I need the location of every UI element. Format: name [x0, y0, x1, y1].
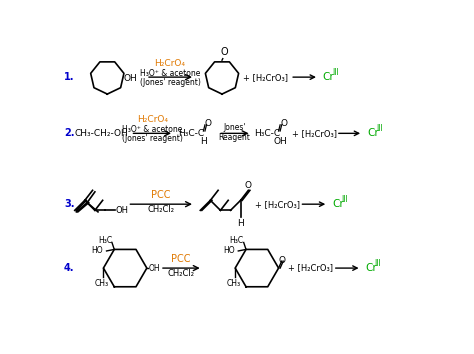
Text: HO: HO: [223, 246, 235, 256]
Text: Cr: Cr: [323, 72, 335, 82]
Text: Reagent: Reagent: [219, 133, 250, 142]
Text: 1.: 1.: [64, 72, 74, 82]
Text: H₂CrO₄: H₂CrO₄: [137, 115, 168, 124]
Text: Jones': Jones': [223, 123, 246, 132]
Text: H: H: [237, 219, 244, 228]
Text: + [H₂CrO₃]: + [H₂CrO₃]: [288, 264, 333, 273]
Text: O: O: [280, 119, 287, 128]
Text: + [H₂CrO₃]: + [H₂CrO₃]: [243, 73, 288, 82]
Text: 3.: 3.: [64, 199, 74, 209]
Text: OH: OH: [148, 264, 160, 273]
Text: O: O: [220, 47, 228, 57]
Text: H₃C: H₃C: [98, 236, 112, 245]
Text: CH₂Cl₂: CH₂Cl₂: [167, 269, 194, 278]
Text: HO: HO: [91, 246, 103, 256]
Text: OH: OH: [124, 74, 137, 83]
Text: + [H₂CrO₃]: + [H₂CrO₃]: [255, 200, 300, 209]
Text: Cr: Cr: [332, 199, 344, 209]
Text: PCC: PCC: [171, 254, 191, 264]
Text: H₃O⁺ & acetone: H₃O⁺ & acetone: [122, 125, 182, 134]
Text: (Jones' reagent): (Jones' reagent): [122, 134, 182, 143]
Text: O: O: [205, 119, 212, 128]
Text: H₃C-C: H₃C-C: [255, 129, 281, 138]
Text: Cr: Cr: [367, 129, 379, 138]
Text: H: H: [200, 137, 207, 146]
Text: III: III: [376, 124, 383, 133]
Text: O: O: [245, 181, 252, 189]
Text: III: III: [341, 195, 348, 204]
Text: H₃C-C: H₃C-C: [178, 129, 204, 138]
Text: CH₃-CH₂-OH: CH₃-CH₂-OH: [75, 129, 128, 138]
Text: 2.: 2.: [64, 129, 74, 138]
Text: OH: OH: [116, 206, 129, 215]
Text: H₂CrO₄: H₂CrO₄: [155, 59, 186, 68]
Text: III: III: [332, 68, 339, 77]
Text: O: O: [279, 256, 286, 265]
Text: CH₃: CH₃: [227, 279, 241, 288]
Text: PCC: PCC: [151, 190, 171, 200]
Text: Cr: Cr: [365, 263, 377, 273]
Text: (Jones' reagent): (Jones' reagent): [140, 78, 201, 87]
Text: + [H₂CrO₃]: + [H₂CrO₃]: [292, 129, 337, 138]
Text: 4.: 4.: [64, 263, 74, 273]
Text: H₃O⁺ & acetone: H₃O⁺ & acetone: [140, 69, 200, 78]
Text: III: III: [374, 259, 382, 268]
Text: OH: OH: [273, 137, 287, 146]
Text: CH₃: CH₃: [95, 279, 109, 288]
Text: H₃C: H₃C: [229, 236, 244, 245]
Text: CH₂Cl₂: CH₂Cl₂: [147, 205, 174, 214]
